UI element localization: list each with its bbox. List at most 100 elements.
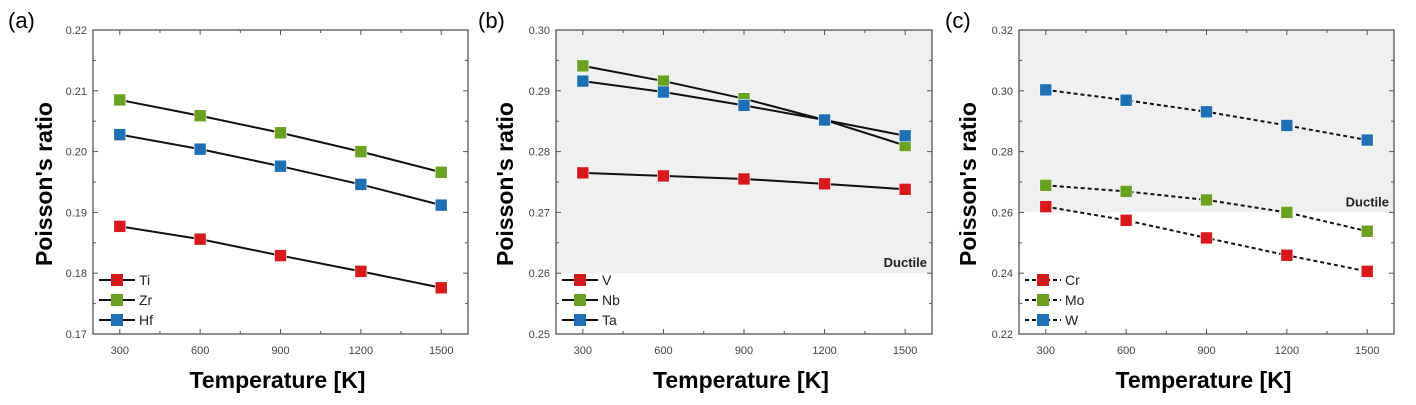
- y-tick-label: 0.30: [529, 25, 550, 37]
- legend-label-V: V: [602, 272, 612, 288]
- x-tick-label: 300: [574, 345, 592, 357]
- legend-marker-Hf: [111, 314, 123, 326]
- y-axis-title: Poisson's ratio: [31, 102, 57, 266]
- data-point-V: [737, 172, 751, 186]
- x-axis-title: Temperature [K]: [1116, 367, 1292, 393]
- data-point-Ti: [354, 265, 368, 278]
- legend-label-Cr: Cr: [1065, 272, 1080, 288]
- data-point-Cr: [1360, 265, 1374, 278]
- data-point-Ti: [434, 281, 448, 295]
- plot-frame: [92, 29, 469, 335]
- data-point-Cr: [1039, 200, 1053, 213]
- legend-label-Nb: Nb: [602, 292, 620, 308]
- x-tick-label: 1200: [1275, 345, 1299, 357]
- data-point-Cr: [1280, 248, 1294, 262]
- data-point-Mo: [1119, 185, 1133, 198]
- data-point-Ta: [737, 99, 751, 112]
- data-point-Ta: [576, 74, 590, 88]
- y-tick-label: 0.27: [529, 207, 550, 219]
- data-point-V: [818, 177, 831, 191]
- data-point-Ta: [898, 129, 912, 143]
- legend-label-Ta: Ta: [602, 312, 617, 328]
- data-point-Mo: [1039, 179, 1053, 192]
- data-point-Zr: [434, 165, 448, 179]
- panel-label: (c): [945, 8, 971, 33]
- x-tick-label: 600: [191, 345, 209, 357]
- data-point-Hf: [193, 142, 207, 156]
- legend-label-Ti: Ti: [139, 272, 150, 288]
- y-tick-label: 0.26: [529, 268, 550, 280]
- data-point-Hf: [434, 198, 448, 212]
- ductile-region: [1019, 30, 1394, 213]
- legend-label-Mo: Mo: [1065, 292, 1085, 308]
- y-tick-label: 0.25: [529, 329, 550, 341]
- data-point-Mo: [1360, 224, 1374, 238]
- y-axis-title: Poisson's ratio: [955, 102, 981, 266]
- y-tick-label: 0.20: [66, 147, 87, 159]
- data-point-Ti: [113, 220, 127, 233]
- data-point-W: [1039, 83, 1053, 97]
- x-tick-label: 900: [735, 345, 753, 357]
- y-tick-label: 0.21: [66, 86, 87, 98]
- data-point-Zr: [274, 126, 287, 140]
- data-point-Nb: [657, 74, 670, 88]
- y-tick-label: 0.18: [66, 268, 87, 280]
- x-tick-label: 300: [111, 345, 129, 357]
- x-axis-title: Temperature [K]: [653, 367, 829, 393]
- data-point-Ta: [657, 85, 670, 99]
- y-tick-label: 0.26: [992, 207, 1013, 219]
- panel-label: (b): [478, 8, 505, 33]
- data-point-Cr: [1200, 231, 1213, 245]
- data-point-W: [1280, 119, 1294, 132]
- data-point-Hf: [113, 128, 127, 141]
- data-point-Ti: [274, 249, 287, 262]
- y-tick-label: 0.28: [992, 147, 1013, 159]
- y-tick-label: 0.17: [66, 329, 87, 341]
- x-tick-label: 1200: [349, 345, 373, 357]
- y-tick-label: 0.29: [529, 86, 550, 98]
- panel-c: Ductile 300 600 900 1200 1500 0.22 0.24 0.26 0.28…: [945, 8, 1395, 393]
- data-point-W: [1360, 133, 1374, 147]
- ductile-region: [556, 30, 932, 274]
- data-point-Hf: [354, 178, 368, 191]
- ductile-label: Ductile: [884, 255, 927, 270]
- panel-b: Ductile 300 600 900 1200 1500 0.25 0.26 0.27 0.28…: [478, 8, 933, 393]
- x-tick-label: 600: [654, 345, 672, 357]
- x-tick-label: 1500: [1355, 345, 1379, 357]
- y-tick-label: 0.32: [992, 25, 1013, 37]
- legend-label-Hf: Hf: [139, 312, 153, 328]
- panel-a: 300 600 900 1200 1500 0.17 0.18 0.19 0.20 0.21 0.2…: [8, 8, 469, 393]
- y-tick-label: 0.22: [66, 25, 87, 37]
- x-tick-label: 1200: [812, 345, 836, 357]
- legend-marker-V: [574, 274, 586, 286]
- data-point-Nb: [576, 59, 590, 73]
- legend-marker-W: [1037, 314, 1049, 326]
- panel-label: (a): [8, 8, 35, 33]
- data-point-Mo: [1280, 206, 1294, 219]
- legend-marker-Ta: [574, 314, 586, 326]
- x-tick-label: 1500: [893, 345, 917, 357]
- data-point-V: [576, 166, 590, 180]
- y-axis-title: Poisson's ratio: [492, 102, 518, 266]
- x-tick-label: 300: [1037, 345, 1055, 357]
- legend-label-W: W: [1065, 312, 1079, 328]
- x-axis-title: Temperature [K]: [190, 367, 366, 393]
- data-point-Cr: [1119, 214, 1133, 227]
- legend-marker-Mo: [1037, 294, 1049, 306]
- data-point-Zr: [354, 145, 368, 158]
- legend-marker-Cr: [1037, 274, 1049, 286]
- data-point-Mo: [1200, 193, 1213, 207]
- data-point-Zr: [113, 93, 127, 107]
- data-point-Hf: [274, 159, 287, 173]
- legend-marker-Nb: [574, 294, 586, 306]
- data-point-Zr: [193, 109, 207, 123]
- y-tick-label: 0.24: [992, 268, 1013, 280]
- ductile-label: Ductile: [1346, 194, 1389, 209]
- x-tick-label: 1500: [429, 345, 453, 357]
- data-point-V: [657, 169, 670, 183]
- y-tick-label: 0.19: [66, 207, 87, 219]
- x-tick-label: 600: [1117, 345, 1135, 357]
- data-point-V: [898, 182, 912, 196]
- y-tick-label: 0.30: [992, 86, 1013, 98]
